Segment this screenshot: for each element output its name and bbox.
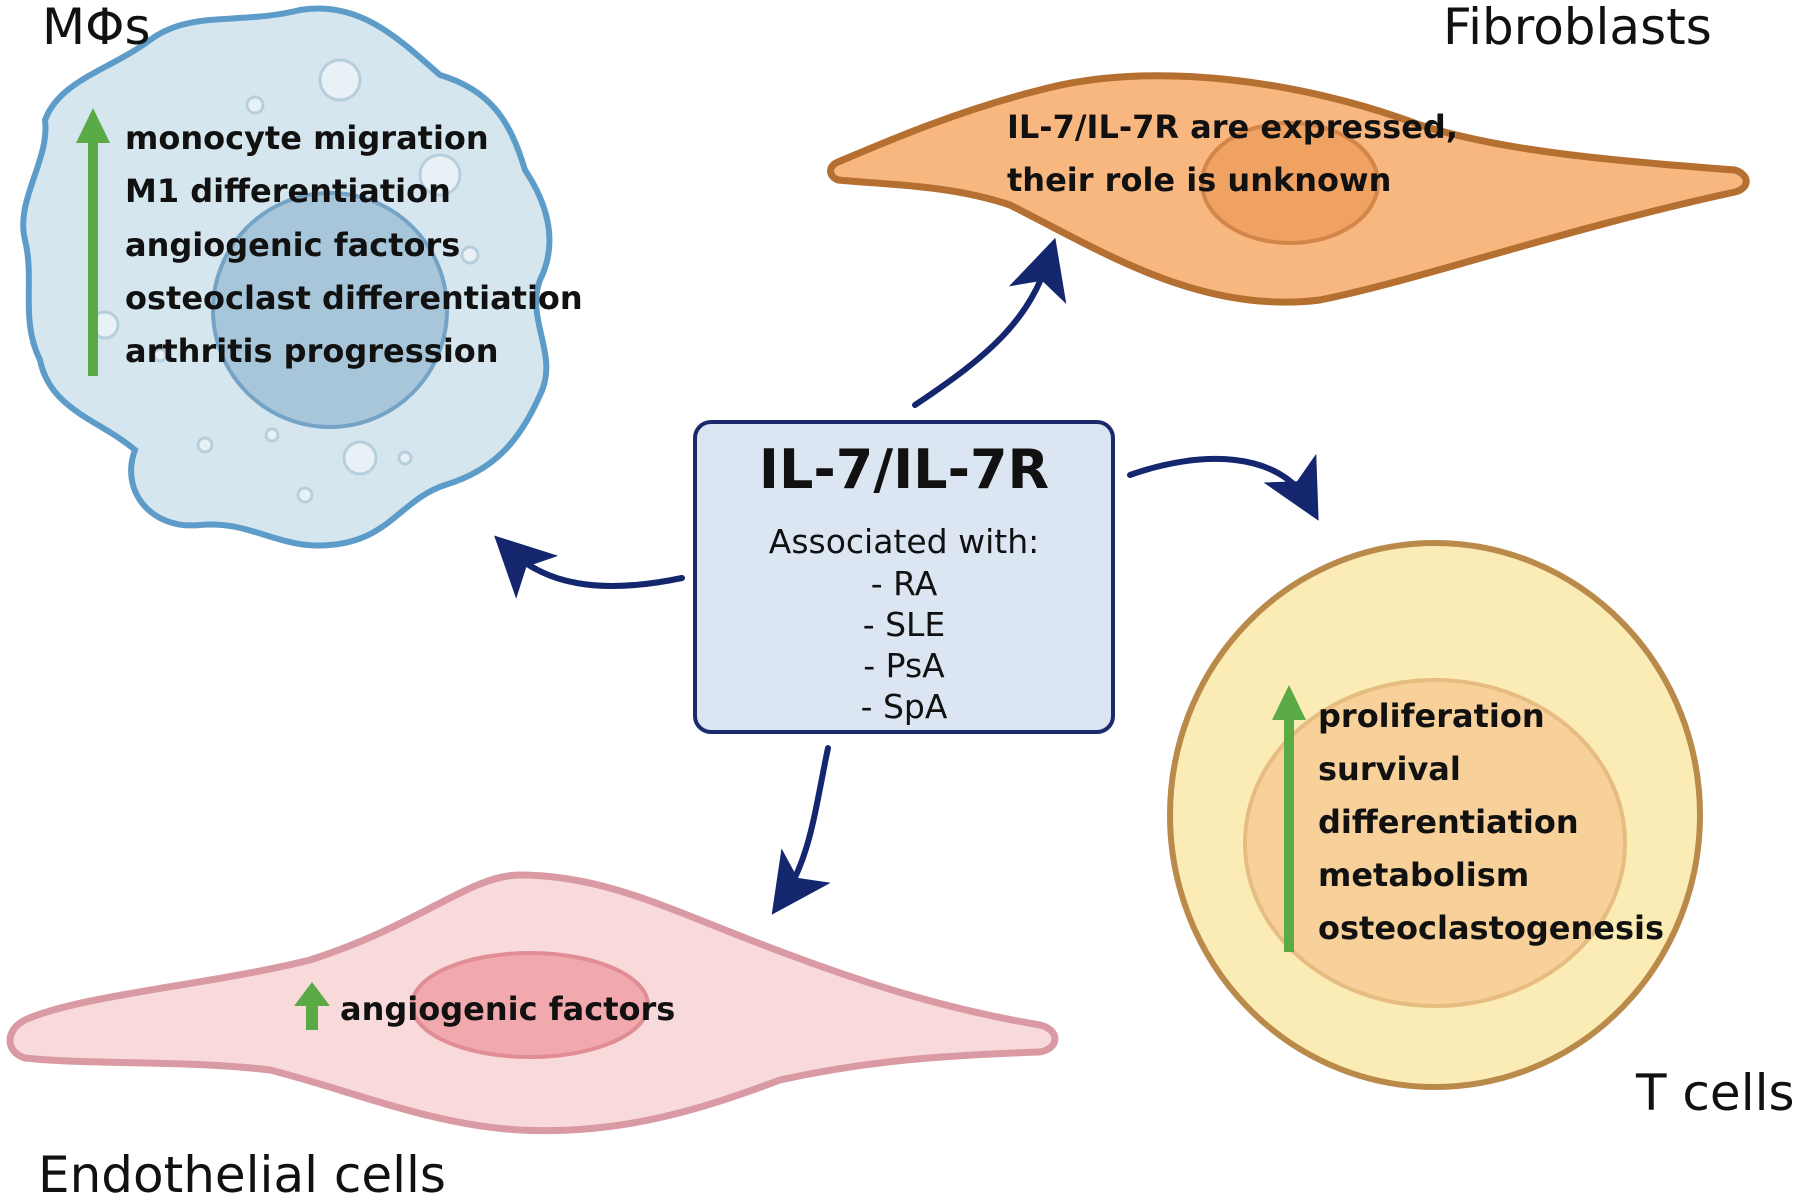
tcell-effect: metabolism [1318, 856, 1529, 894]
center-item-psa: - PsA [863, 646, 945, 685]
center-item-spa: - SpA [861, 687, 948, 726]
center-box-frame [693, 420, 1115, 734]
macrophage-effect: osteoclast differentiation [125, 279, 583, 317]
tcell-title: T cells [1635, 1064, 1795, 1122]
macrophage-up-arrow-icon [76, 108, 110, 376]
endothelial-up-arrow-icon [294, 982, 330, 1030]
center-title: IL-7/IL-7R [759, 438, 1049, 501]
tcell-effect: survival [1318, 750, 1461, 788]
center-box: IL-7/IL-7R Associated with: - RA - SLE -… [693, 420, 1115, 734]
fibroblast-note: their role is unknown [1007, 161, 1391, 199]
endothelial-nucleus [410, 951, 650, 1059]
arrow-to-endothelial [771, 745, 831, 915]
macrophage-vesicles [90, 58, 480, 504]
center-item-ra: - RA [871, 564, 938, 603]
arrow-to-fibroblasts [912, 237, 1067, 408]
arrow-to-t-cells [1127, 453, 1319, 521]
macrophage-effect: M1 differentiation [125, 172, 451, 210]
fibroblast-title: Fibroblasts [1443, 0, 1712, 56]
endothelial-effect: angiogenic factors [340, 990, 675, 1028]
tcell-effect: proliferation [1318, 697, 1545, 735]
center-subtitle: Associated with: [769, 522, 1040, 561]
tcell-up-arrow-icon [1272, 685, 1306, 952]
endothelial-cell [6, 871, 1059, 1135]
macrophage-effect: monocyte migration [125, 119, 489, 157]
macrophage-title: MΦs [42, 0, 151, 56]
endothelial-title: Endothelial cells [38, 1146, 446, 1200]
t-cell [1167, 540, 1703, 1090]
macrophage-effect: angiogenic factors [125, 226, 460, 264]
tcell-nucleus [1243, 678, 1627, 1008]
fibroblast-note: IL-7/IL-7R are expressed, [1007, 108, 1458, 146]
tcell-effect: differentiation [1318, 803, 1579, 841]
macrophage-cell [20, 5, 553, 549]
macrophage-effect: arthritis progression [125, 332, 499, 370]
arrow-to-macrophages [494, 535, 685, 599]
macrophage-nucleus [211, 191, 449, 429]
tcell-effect: osteoclastogenesis [1318, 909, 1664, 947]
fibroblast-nucleus [1200, 121, 1380, 245]
pathway-arrows [494, 237, 1319, 915]
fibroblast-cell [827, 72, 1750, 306]
center-item-sle: - SLE [863, 605, 946, 644]
